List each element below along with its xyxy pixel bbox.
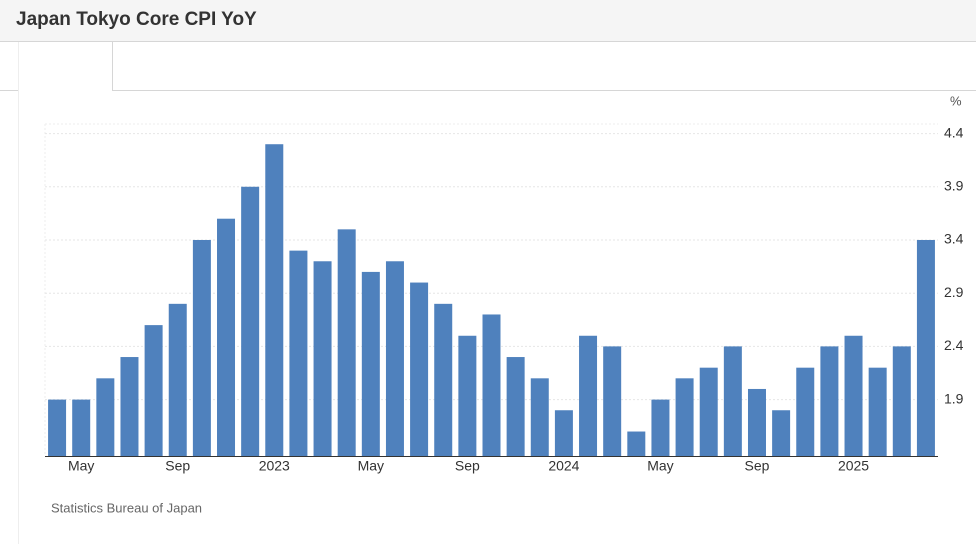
y-tick-label: 3.9 [944,177,964,193]
bar [120,357,139,456]
y-unit: % [950,93,962,108]
y-tick-label: 1.9 [944,390,964,406]
bar [168,303,187,456]
bar [96,378,115,456]
bar [916,239,935,456]
bar [144,325,163,456]
bar [699,367,718,456]
bar [603,346,622,456]
bar [627,431,646,456]
source: Statistics Bureau of Japan [51,500,202,515]
bar [554,410,573,456]
bar [458,335,477,456]
y-tick-label: 3.4 [944,231,964,247]
x-tick-label: May [358,458,384,474]
bar [796,367,815,456]
bar [313,261,332,456]
x-tick-label: Sep [745,458,770,474]
bar [192,239,211,456]
bar [48,399,67,456]
bar [482,314,501,456]
bar [506,357,525,456]
x-tick-label: 2025 [838,458,869,474]
bar [385,261,404,456]
bar [241,186,260,457]
bar [434,303,453,456]
y-tick-label: 4.4 [944,124,964,140]
bar [337,229,356,456]
bar [844,335,863,456]
bar [579,335,598,456]
x-tick-label: May [647,458,673,474]
bar [217,218,236,456]
x-tick-label: 2023 [259,458,290,474]
y-tick-label: 2.9 [944,284,964,300]
x-tick-label: Sep [455,458,480,474]
bar [530,378,549,456]
x-tick-label: 2024 [548,458,579,474]
bar [772,410,791,456]
bar [72,399,91,456]
bar [361,271,380,456]
bar [892,346,911,456]
bar [675,378,694,456]
y-tick-label: 2.4 [944,337,964,353]
bar [723,346,742,456]
chart-title: Japan Tokyo Core CPI YoY [16,9,257,30]
bar [265,144,284,456]
bar [868,367,887,456]
header-band [0,0,976,42]
bar [410,282,429,456]
bar [747,388,766,456]
x-tick-label: Sep [165,458,190,474]
bar [820,346,839,456]
bar [289,250,308,456]
bar [651,399,670,456]
x-tick-label: May [68,458,94,474]
